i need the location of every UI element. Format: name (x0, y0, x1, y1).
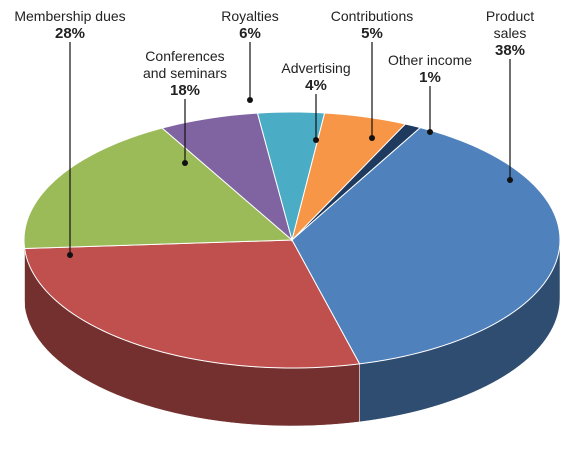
slice (291, 127, 561, 365)
slice (291, 112, 407, 242)
slice (23, 127, 294, 249)
label-value: 28% (54, 25, 86, 42)
label-name: Product sales (485, 8, 535, 41)
label-name: Conferences and seminars (142, 48, 228, 81)
label-value: 5% (361, 25, 383, 42)
data-label: Contributions 5% (331, 8, 414, 42)
data-label: Advertising 4% (281, 60, 350, 94)
label-value: 38% (494, 42, 526, 59)
data-label: Membership dues 28% (14, 8, 125, 42)
label-value: 1% (419, 69, 441, 86)
leader-dot (369, 135, 375, 141)
data-label: Royalties 6% (221, 8, 279, 42)
leader-dot (507, 177, 513, 183)
leader-dot (313, 137, 319, 143)
label-name: Advertising (281, 60, 351, 76)
leader-dot (247, 97, 253, 103)
label-name: Membership dues (14, 8, 126, 24)
leader-dot (427, 129, 433, 135)
data-label: Conferences and seminars 18% (133, 48, 238, 99)
slice (23, 239, 361, 369)
label-value: 4% (305, 77, 327, 94)
data-label: Other income 1% (388, 52, 472, 86)
data-label: Product sales 38% (483, 8, 537, 59)
label-value: 18% (169, 82, 201, 99)
slice (161, 112, 293, 242)
label-name: Other income (387, 52, 473, 68)
leader-dot (67, 252, 73, 258)
slice (256, 111, 326, 242)
label-name: Contributions (330, 8, 414, 24)
leader-dot (182, 160, 188, 166)
label-value: 6% (239, 25, 261, 42)
label-name: Royalties (221, 8, 279, 24)
